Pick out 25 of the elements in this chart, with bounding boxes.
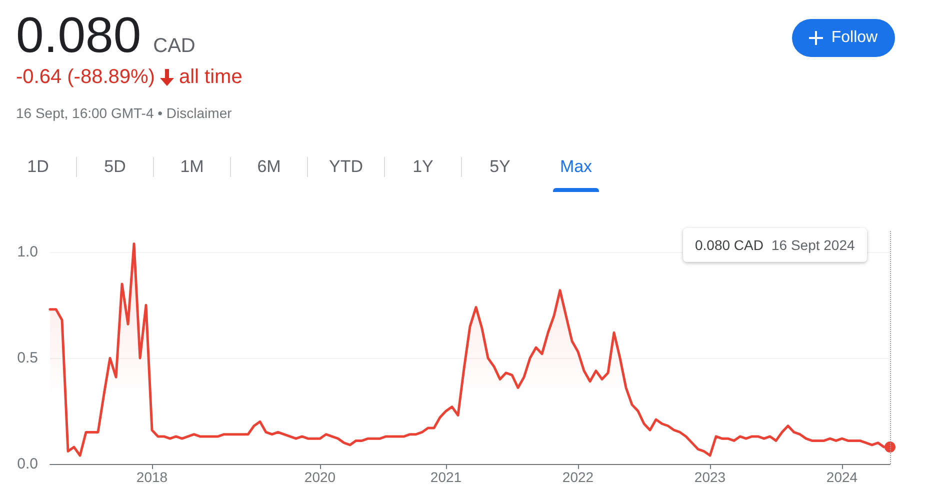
text: 5Y: [461, 157, 538, 177]
text: Max: [558, 157, 594, 177]
text: Follow: [792, 19, 895, 57]
text: CAD: [153, 35, 196, 58]
text: YTD: [307, 157, 384, 177]
text: -0.64 (-88.89%): [16, 66, 155, 89]
annotation: 0.080 CAD: [695, 237, 764, 253]
annotation: 16 Sept 2024: [771, 237, 855, 253]
y-tick-label: 1.0: [17, 244, 38, 261]
y-tick-label: 0.5: [17, 350, 38, 367]
x-tick-label: 2021: [430, 469, 462, 485]
x-tick-label: 2022: [562, 469, 594, 485]
text: 1M: [153, 157, 230, 177]
x-tick-label: 2018: [136, 469, 168, 485]
chart-title: 0.080: [16, 6, 142, 64]
x-tick-label: 2020: [304, 469, 336, 485]
x-tick-label: 2024: [826, 469, 858, 485]
text: 16 Sept, 16:00 GMT-4 • Disclaimer: [16, 105, 232, 121]
y-tick-label: 0.0: [17, 456, 38, 472]
x-tick-label: 2023: [694, 469, 726, 485]
text: 5D: [76, 157, 153, 177]
text: 1D: [26, 157, 50, 177]
text: all time: [178, 66, 242, 89]
text: 6M: [230, 157, 307, 177]
text: 1Y: [384, 157, 461, 177]
